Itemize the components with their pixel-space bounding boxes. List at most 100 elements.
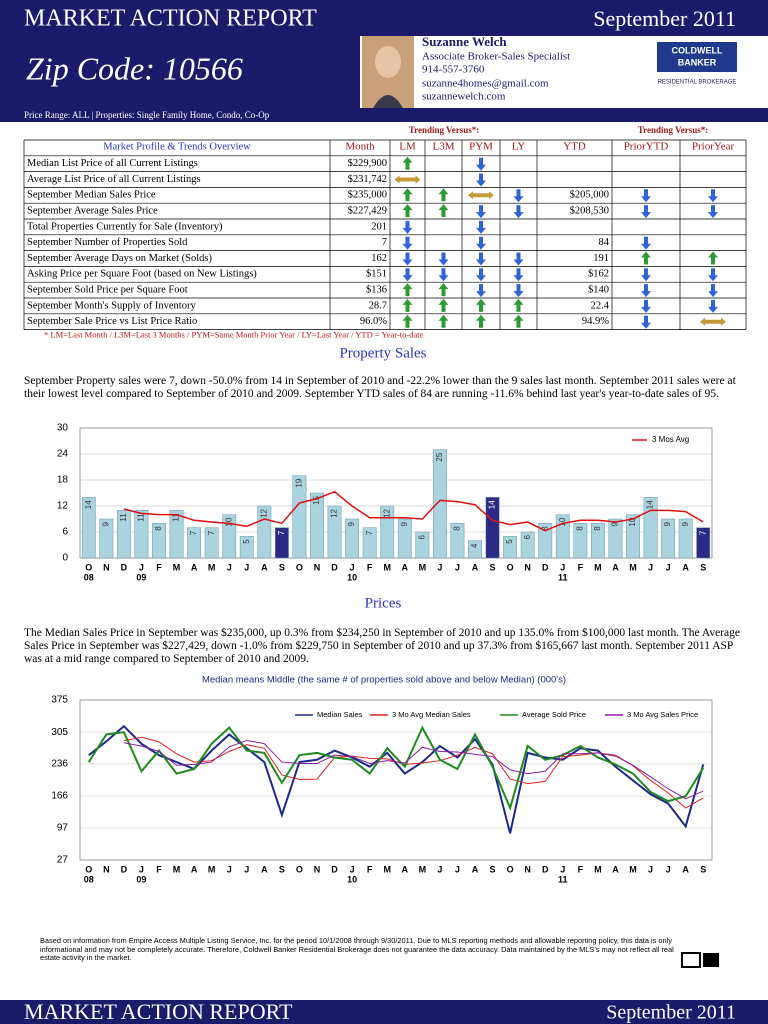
trend-arrow — [476, 284, 486, 298]
trend-arrow — [402, 283, 413, 297]
bar — [169, 510, 184, 559]
column-header: L3M — [433, 141, 455, 153]
x-tick-label: A — [402, 864, 409, 874]
ytd-value: $162 — [588, 269, 609, 280]
month-value: $231,742 — [348, 174, 387, 185]
price-strip — [0, 108, 768, 122]
x-tick-label: J — [139, 562, 144, 572]
x-tick-label: M — [208, 864, 216, 874]
month-value: 7 — [382, 237, 387, 248]
x-tick-label: A — [612, 864, 619, 874]
ytd-value: $208,530 — [570, 206, 609, 217]
trending-label: Trending Versus*: — [638, 125, 708, 135]
bar — [134, 510, 149, 559]
column-header: Market Profile & Trends Overview — [103, 141, 251, 152]
x-tick-label: D — [121, 562, 128, 572]
trend-arrow — [438, 298, 449, 312]
bar — [116, 510, 131, 559]
bar — [520, 531, 535, 559]
trend-arrow — [513, 268, 524, 282]
x-year-label: 09 — [136, 572, 146, 582]
y-tick-label: 12 — [57, 501, 69, 512]
month-value: 201 — [371, 221, 387, 232]
x-year-label: 08 — [84, 572, 94, 582]
bar-value-label: 6 — [417, 534, 426, 539]
series-line — [87, 725, 705, 812]
trend-arrow — [476, 314, 486, 328]
trend-arrow — [438, 283, 449, 297]
sales-text: September Property sales were 7, down -5… — [24, 375, 736, 400]
x-tick-label: N — [103, 864, 110, 874]
x-tick-label: A — [472, 864, 479, 874]
y-tick-label: 97 — [57, 822, 69, 833]
bar-value-label: 7 — [207, 530, 216, 535]
bar — [397, 518, 412, 559]
column-header: YTD — [563, 141, 586, 153]
x-tick-label: J — [648, 864, 653, 874]
bar — [573, 523, 588, 559]
bar — [187, 527, 202, 559]
chart-title: Median means Middle (the same # of prope… — [202, 675, 566, 686]
legend-label: Median Sales — [317, 710, 363, 719]
agent-phone: 914-557-3760 — [422, 64, 485, 76]
legend-label: 3 Mos Avg — [652, 435, 689, 444]
month-value: $235,000 — [348, 190, 387, 201]
x-tick-label: M — [173, 562, 181, 572]
x-tick-label: N — [314, 562, 321, 572]
x-tick-label: J — [560, 562, 565, 572]
agent-photo-face — [375, 46, 401, 78]
x-tick-label: O — [85, 562, 92, 572]
x-tick-label: O — [85, 864, 92, 874]
zip-code: Zip Code: 10566 — [26, 50, 243, 86]
x-tick-label: J — [437, 562, 442, 572]
ytd-value: $140 — [588, 285, 609, 296]
bar — [292, 475, 307, 559]
bar — [310, 492, 324, 559]
ytd-value: 22.4 — [591, 300, 610, 311]
x-tick-label: M — [208, 562, 216, 572]
column-header: PriorYear — [692, 141, 735, 153]
x-tick-label: A — [261, 864, 268, 874]
x-tick-label: M — [419, 562, 427, 572]
trend-arrow — [513, 284, 524, 298]
trend-arrow — [513, 252, 524, 266]
report-date: September 2011 — [606, 1002, 736, 1024]
trend-arrow — [476, 236, 486, 250]
x-tick-label: A — [402, 562, 409, 572]
x-tick-label: S — [700, 864, 706, 874]
bar — [432, 449, 447, 559]
x-tick-label: S — [279, 864, 285, 874]
bar-value-label: 5 — [505, 539, 514, 544]
bar — [152, 523, 166, 559]
section-title: Property Sales — [339, 345, 426, 361]
bar-value-label: 12 — [259, 508, 268, 517]
x-tick-label: J — [244, 864, 249, 874]
agent-web: suzannewelch.com — [422, 91, 506, 103]
x-tick-label: S — [279, 562, 285, 572]
trend-arrow — [394, 175, 421, 184]
bar-value-label: 12 — [382, 508, 391, 517]
legend-label: 3 Mo Avg Sales Price — [627, 710, 698, 719]
bar — [222, 514, 237, 559]
trend-arrow — [468, 191, 494, 200]
x-tick-label: O — [507, 562, 514, 572]
realtor-icon — [703, 953, 719, 967]
y-tick-label: 27 — [57, 855, 69, 866]
report-title: MARKET ACTION REPORT — [24, 999, 293, 1024]
bar-value-label: 11 — [172, 513, 181, 522]
bar-value-label: 9 — [681, 521, 690, 526]
trend-arrow — [700, 317, 726, 326]
x-tick-label: J — [455, 562, 460, 572]
x-tick-label: M — [419, 864, 427, 874]
trending-label: Trending Versus*: — [409, 125, 479, 135]
logo-line: BANKER — [678, 57, 717, 67]
bar — [608, 518, 623, 559]
x-tick-label: D — [542, 864, 549, 874]
month-value: 28.7 — [369, 300, 387, 311]
month-value: $229,900 — [348, 158, 387, 169]
trend-arrow — [402, 298, 413, 312]
bar-value-label: 7 — [365, 530, 374, 535]
table-footnote: * LM=Last Month / L3M=Last 3 Months / PY… — [44, 330, 424, 340]
bar-value-label: 6 — [523, 534, 532, 539]
